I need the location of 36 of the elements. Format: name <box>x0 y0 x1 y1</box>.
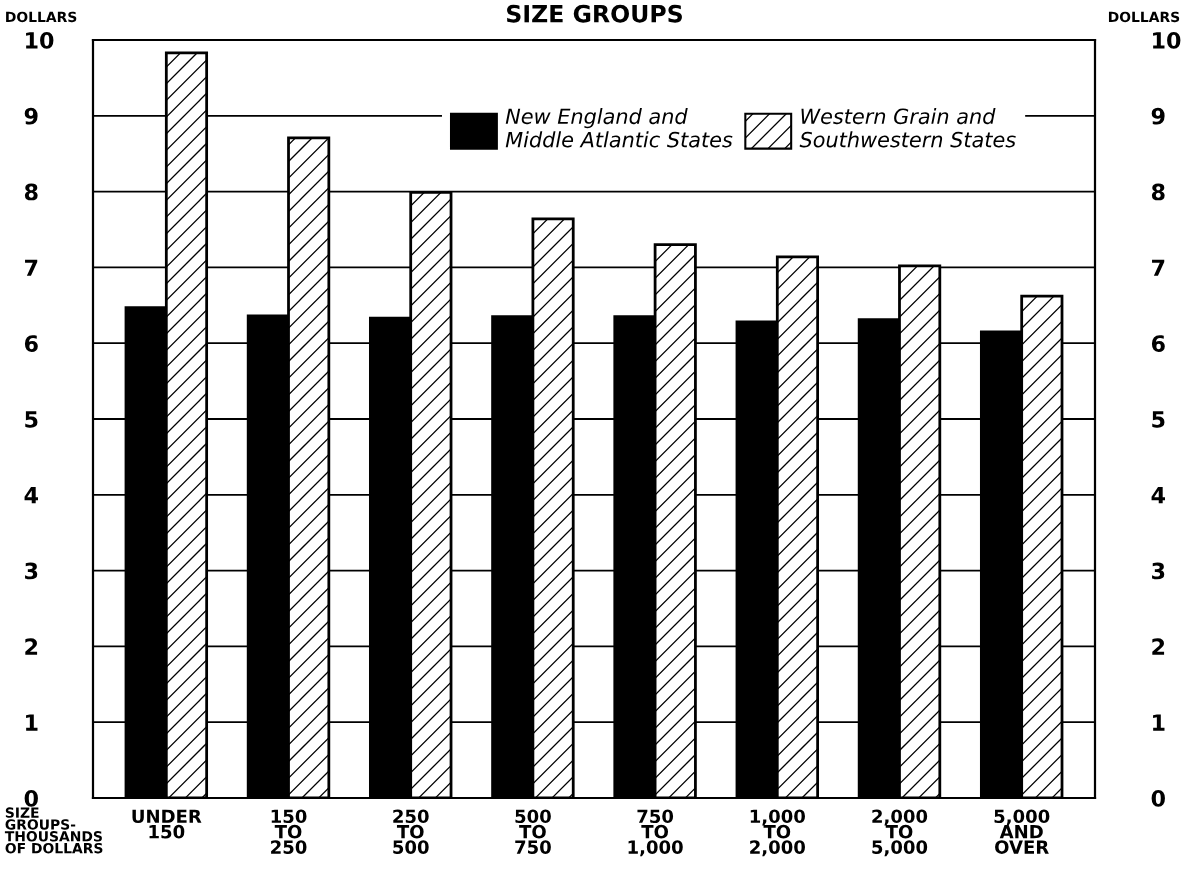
y-tick-label: 8 <box>24 183 38 201</box>
y-tick-label: 0 <box>24 789 38 807</box>
y-tick-label: 9 <box>24 107 38 125</box>
y2-tick-label: 0 <box>1151 789 1165 807</box>
y-axis-title: DOLLARS <box>6 11 77 23</box>
y2-tick-label: 9 <box>1151 107 1165 125</box>
x-tick-label: UNDER 150 <box>132 809 202 839</box>
x-tick-label: 500 TO 750 <box>515 809 551 854</box>
y2-axis-title: DOLLARS <box>1108 11 1180 23</box>
y2-tick-label: 5 <box>1152 411 1165 428</box>
y-tick-label: 5 <box>25 411 38 428</box>
y-tick-label: 4 <box>24 487 38 504</box>
y2-tick-label: 6 <box>1151 335 1165 352</box>
y2-tick-label: 7 <box>1152 259 1165 276</box>
y-tick-label: 10 <box>26 31 54 49</box>
legend-label: New England and Middle Atlantic States <box>505 108 733 148</box>
x-tick-label: 1,000 TO 2,000 <box>750 809 805 857</box>
y2-tick-label: 1 <box>1153 714 1165 731</box>
y2-tick-label: 8 <box>1151 183 1165 201</box>
y2-tick-label: 4 <box>1151 487 1165 504</box>
y2-tick-label: 2 <box>1152 638 1165 655</box>
y2-tick-label: 10 <box>1153 31 1181 49</box>
y-tick-label: 7 <box>25 259 38 276</box>
x-tick-label: 5,000 AND OVER <box>994 809 1050 854</box>
x-axis-title: SIZE GROUPS- THOUSANDS OF DOLLARS <box>4 807 103 854</box>
x-tick-label: 250 TO 500 <box>393 809 429 854</box>
x-tick-label: 2,000 TO 5,000 <box>872 809 928 857</box>
x-tick-label: 150 TO 250 <box>271 809 307 854</box>
legend-label: Western Grain and Southwestern States <box>799 108 1016 148</box>
y-tick-label: 2 <box>25 638 38 655</box>
y-tick-label: 1 <box>26 714 38 731</box>
y2-tick-label: 3 <box>1152 562 1165 580</box>
y-tick-label: 3 <box>25 562 38 580</box>
y-tick-label: 6 <box>24 335 38 352</box>
chart-title: SIZE GROUPS <box>507 4 682 23</box>
x-tick-label: 750 TO 1,000 <box>628 809 683 857</box>
